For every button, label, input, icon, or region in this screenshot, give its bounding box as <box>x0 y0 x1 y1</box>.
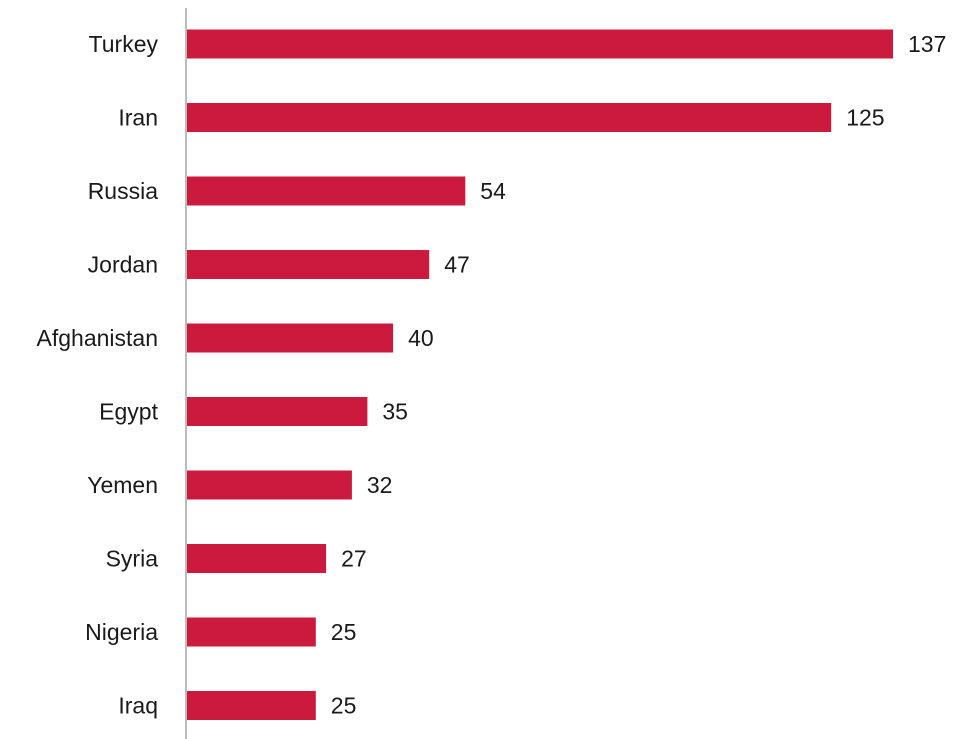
value-labels: 137 125 54 47 40 35 32 27 25 25 <box>331 31 947 719</box>
category-label-yemen: Yemen <box>87 472 158 498</box>
category-label-egypt: Egypt <box>99 399 158 425</box>
category-label-afghanistan: Afghanistan <box>37 325 158 351</box>
bar-syria <box>187 544 327 573</box>
bar-turkey <box>187 29 893 59</box>
category-label-turkey: Turkey <box>89 31 159 57</box>
value-label-iraq: 25 <box>331 693 357 719</box>
bar-russia <box>187 176 466 206</box>
category-label-jordan: Jordan <box>88 252 158 278</box>
bar-afghanistan <box>187 323 394 353</box>
value-label-turkey: 137 <box>908 31 946 57</box>
bar-jordan <box>187 250 430 279</box>
bar-yemen <box>187 470 352 500</box>
value-label-afghanistan: 40 <box>408 325 434 351</box>
category-label-syria: Syria <box>106 546 159 572</box>
bar-iraq <box>187 691 316 720</box>
category-label-iran: Iran <box>118 105 158 131</box>
value-label-nigeria: 25 <box>331 619 357 645</box>
category-label-russia: Russia <box>88 178 159 204</box>
bars <box>187 29 893 720</box>
value-label-jordan: 47 <box>444 252 470 278</box>
category-label-iraq: Iraq <box>118 693 158 719</box>
category-label-nigeria: Nigeria <box>85 619 158 645</box>
category-labels: Turkey Iran Russia Jordan Afghanistan Egypt Ye… <box>37 31 159 719</box>
value-label-syria: 27 <box>341 546 367 572</box>
value-label-russia: 54 <box>480 178 506 204</box>
bar-iran <box>187 103 832 132</box>
bar-nigeria <box>187 617 316 647</box>
value-label-iran: 125 <box>846 105 884 131</box>
value-label-yemen: 32 <box>367 472 393 498</box>
bar-egypt <box>187 397 368 426</box>
value-label-egypt: 35 <box>382 399 408 425</box>
